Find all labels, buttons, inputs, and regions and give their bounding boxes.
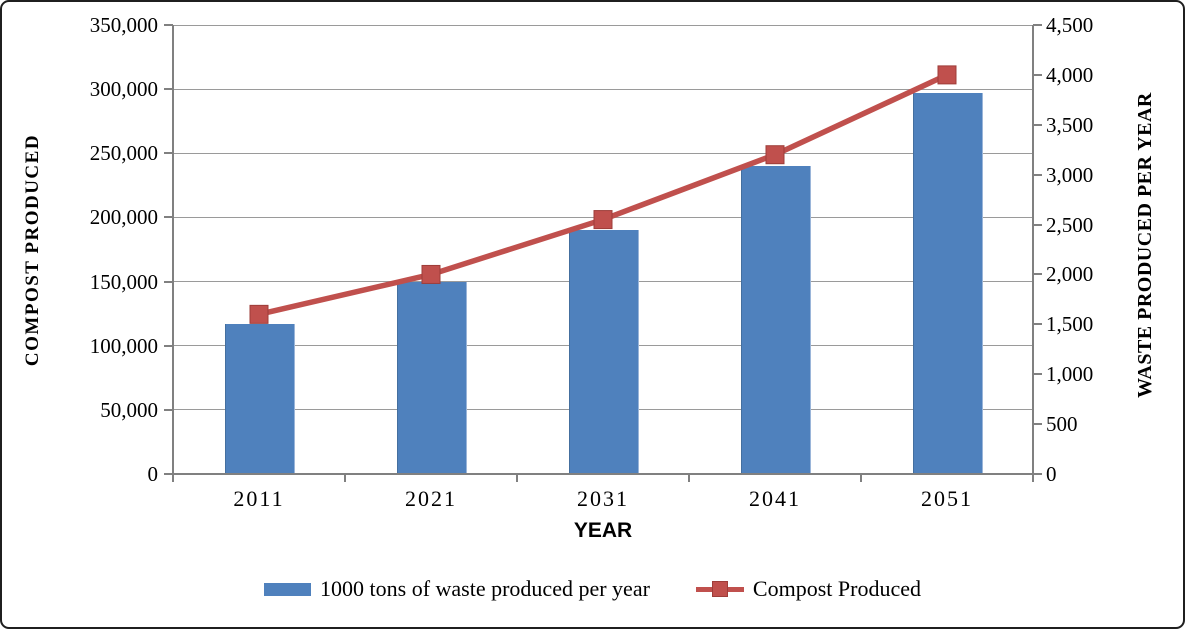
right-axis-tick [1033, 24, 1042, 26]
line-marker-2051 [937, 65, 957, 85]
gridline [173, 24, 1033, 26]
left-axis-tick-label: 300,000 [89, 77, 158, 102]
gridline [173, 152, 1033, 154]
right-axis-tick [1033, 223, 1042, 226]
left-axis-tick [164, 473, 173, 475]
legend-item-compost: Compost Produced [695, 576, 921, 602]
right-axis-tick-label: 2,000 [1046, 262, 1094, 287]
x-axis-tick [1032, 474, 1034, 482]
line-marker-swatch-icon [695, 579, 744, 599]
x-axis-category-label: 2021 [405, 486, 457, 511]
x-axis-tick [688, 474, 690, 482]
x-axis-title: YEAR [573, 519, 633, 542]
x-axis-line [172, 473, 1034, 475]
left-axis-tick [164, 88, 173, 91]
right-axis-tick [1033, 123, 1042, 126]
right-axis-tick [1033, 373, 1042, 376]
left-axis-tick [164, 408, 173, 411]
left-axis-tick [164, 280, 173, 283]
right-axis-tick [1033, 173, 1042, 176]
bar-2021 [397, 281, 467, 474]
x-axis-tick [516, 474, 518, 482]
legend-square-marker [711, 581, 728, 597]
x-axis-category-label: 2041 [749, 486, 801, 511]
x-axis-category-label: 2031 [577, 486, 629, 511]
left-axis-tick-label: 150,000 [89, 269, 158, 294]
left-axis-tick [164, 344, 173, 347]
right-axis-tick [1033, 423, 1042, 426]
bar-2011 [225, 323, 295, 474]
left-axis-tick [164, 216, 173, 219]
line-marker-2021 [421, 264, 441, 284]
left-axis-tick [164, 152, 173, 155]
compost-line [258, 72, 949, 318]
legend-label-compost: Compost Produced [752, 576, 921, 601]
left-axis-tick [164, 24, 173, 26]
right-axis-tick-label: 500 [1046, 412, 1078, 437]
right-axis-tick-label: 1,500 [1046, 312, 1094, 337]
right-axis-tick [1033, 73, 1042, 76]
right-axis-tick-label: 2,500 [1046, 212, 1094, 237]
line-marker-2011 [249, 304, 269, 324]
chart-legend: 1000 tons of waste produced per year Com… [0, 576, 1185, 602]
left-axis-line [172, 25, 174, 482]
right-axis-tick-label: 0 [1046, 462, 1057, 486]
bar-2031 [569, 230, 639, 474]
bar-2051 [913, 92, 983, 474]
right-axis-tick [1033, 323, 1042, 326]
right-axis-tick-label: 4,500 [1046, 13, 1094, 37]
gridline [173, 88, 1033, 90]
bar-swatch-icon [264, 582, 312, 596]
left-axis-tick-label: 100,000 [89, 333, 158, 358]
x-axis-tick [172, 474, 174, 482]
bar-2041 [741, 166, 811, 474]
x-axis-tick [860, 474, 862, 482]
legend-item-waste: 1000 tons of waste produced per year [264, 576, 650, 602]
right-axis-tick [1033, 273, 1042, 276]
right-axis-tick-label: 1,000 [1046, 362, 1094, 387]
right-axis-tick [1033, 473, 1042, 475]
left-axis-tick-label: 350,000 [89, 13, 158, 37]
x-axis-tick [344, 474, 346, 482]
legend-label-waste: 1000 tons of waste produced per year [320, 576, 650, 601]
x-axis-category-label: 2011 [233, 486, 285, 511]
line-marker-2041 [765, 145, 785, 165]
line-marker-2031 [593, 210, 613, 230]
right-axis-tick-label: 3,000 [1046, 162, 1094, 187]
left-axis-tick-label: 250,000 [89, 141, 158, 166]
left-axis-tick-label: 50,000 [100, 397, 158, 422]
right-axis-tick-label: 4,000 [1046, 62, 1094, 87]
line-series-layer [249, 65, 957, 324]
x-axis-category-label: 2051 [921, 486, 973, 511]
left-axis-tick-label: 200,000 [89, 205, 158, 230]
right-axis-line [1032, 25, 1034, 474]
left-axis-tick-label: 0 [147, 462, 159, 486]
left-axis-title: COMPOST PRODUCED [22, 133, 43, 367]
right-axis-title: WASTE PRODUCED PER YEAR [1134, 92, 1156, 398]
right-axis-tick-label: 3,500 [1046, 112, 1094, 137]
